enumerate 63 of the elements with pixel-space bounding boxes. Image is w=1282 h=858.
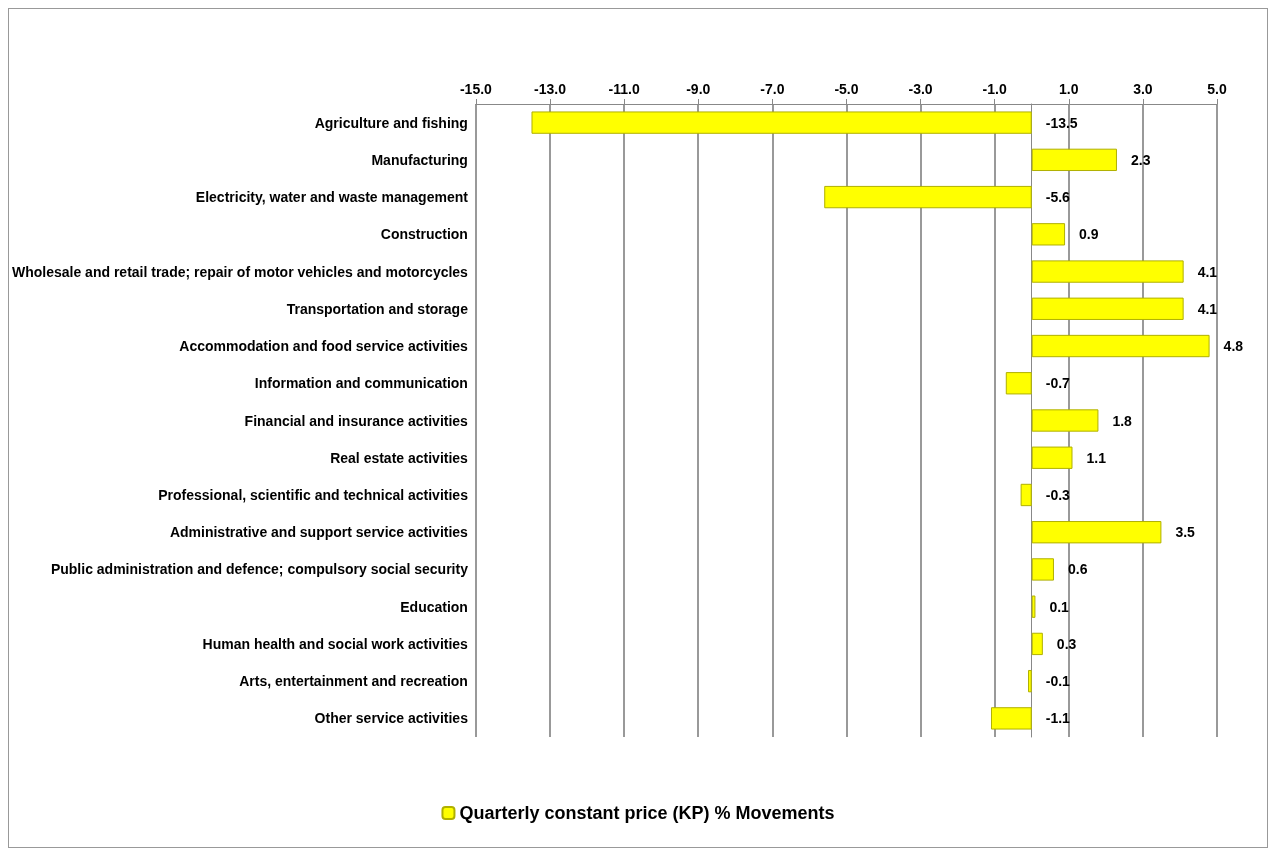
bar <box>1031 297 1184 320</box>
bar <box>1031 148 1117 172</box>
y-tick-label: Real estate activities <box>330 449 469 466</box>
y-tick-label: Transportation and storage <box>286 300 469 317</box>
y-tick-label: Information and communication <box>254 375 468 392</box>
data-label: -0.3 <box>1045 486 1071 503</box>
y-tick-label: Accommodation and food service activities <box>179 338 469 355</box>
bar <box>1028 669 1032 693</box>
data-label: -1.1 <box>1045 710 1071 727</box>
data-label: 0.1 <box>1049 598 1070 615</box>
data-label: -13.5 <box>1045 114 1078 131</box>
data-label: 1.8 <box>1112 412 1133 429</box>
y-tick-label: Education <box>400 598 468 615</box>
y-tick-label: Other service activities <box>314 710 469 727</box>
y-tick-label: Arts, entertainment and recreation <box>239 673 468 690</box>
y-tick-label: Electricity, water and waste management <box>195 189 469 206</box>
data-label: 4.8 <box>1223 338 1244 355</box>
y-tick-label: Human health and social work activities <box>202 635 469 652</box>
data-label: -5.6 <box>1045 189 1071 206</box>
x-tick-label: 3.0 <box>1133 81 1153 97</box>
y-tick-label: Public administration and defence; compulsory social security <box>50 561 469 578</box>
x-tick-label: -5.0 <box>834 81 859 97</box>
bar <box>1031 223 1066 246</box>
bar <box>1005 372 1032 395</box>
bar <box>1031 558 1054 581</box>
data-label: 1.1 <box>1086 449 1107 466</box>
bar <box>1020 483 1032 507</box>
x-tick-label: 5.0 <box>1207 81 1227 97</box>
data-label: -0.1 <box>1045 673 1071 690</box>
bar <box>824 185 1032 209</box>
y-tick-label: Professional, scientific and technical activities <box>158 486 469 503</box>
legend-label: Quarterly constant price (KP) % Movements <box>459 803 835 823</box>
bar <box>1031 632 1043 656</box>
x-tick-label: -15.0 <box>459 81 493 97</box>
bar <box>1031 260 1184 283</box>
bar <box>1031 521 1162 544</box>
data-label: 3.5 <box>1175 524 1196 541</box>
data-label: 4.1 <box>1197 300 1218 317</box>
data-label: 4.1 <box>1197 263 1218 280</box>
data-label: 0.3 <box>1056 635 1077 652</box>
y-tick-label: Construction <box>380 226 468 243</box>
data-label: -0.7 <box>1045 375 1071 392</box>
x-tick-label: 1.0 <box>1059 81 1079 97</box>
bar <box>990 707 1032 730</box>
data-label: 0.6 <box>1067 561 1088 578</box>
x-tick-label: -13.0 <box>534 81 567 97</box>
bar <box>531 111 1032 134</box>
x-tick-label: -11.0 <box>608 81 640 97</box>
data-label: 0.9 <box>1079 226 1099 243</box>
y-tick-label: Financial and insurance activities <box>244 412 469 429</box>
y-tick-label: Manufacturing <box>371 151 468 168</box>
bar <box>1031 595 1036 618</box>
bar <box>1031 334 1210 358</box>
data-label: 2.3 <box>1130 151 1151 168</box>
bar <box>1031 409 1099 432</box>
bar <box>1031 446 1073 469</box>
y-tick-label: Administrative and support service activities <box>169 524 469 541</box>
x-tick-label: -7.0 <box>760 81 785 97</box>
y-tick-label: Wholesale and retail trade; repair of motor vehicles and motorcycles <box>11 263 469 280</box>
x-tick-label: -3.0 <box>908 81 933 97</box>
x-tick-label: -9.0 <box>686 81 711 97</box>
x-tick-label: -1.0 <box>982 81 1007 97</box>
y-tick-label: Agriculture and fishing <box>314 114 468 131</box>
